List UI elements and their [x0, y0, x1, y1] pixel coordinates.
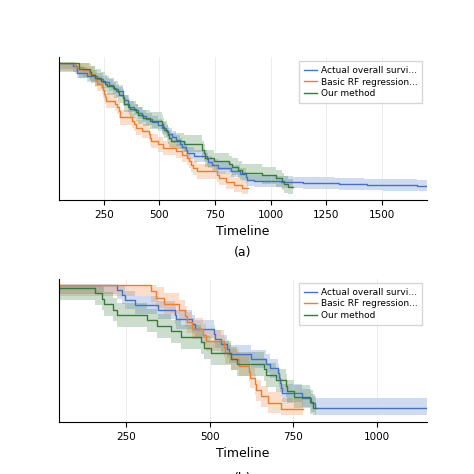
X-axis label: Timeline: Timeline: [216, 225, 270, 238]
Text: (a): (a): [234, 246, 252, 259]
Legend: Actual overall survi..., Basic RF regression..., Our method: Actual overall survi..., Basic RF regres…: [299, 283, 422, 325]
X-axis label: Timeline: Timeline: [216, 447, 270, 460]
Legend: Actual overall survi..., Basic RF regression..., Our method: Actual overall survi..., Basic RF regres…: [299, 62, 422, 103]
Text: (b): (b): [234, 472, 252, 474]
